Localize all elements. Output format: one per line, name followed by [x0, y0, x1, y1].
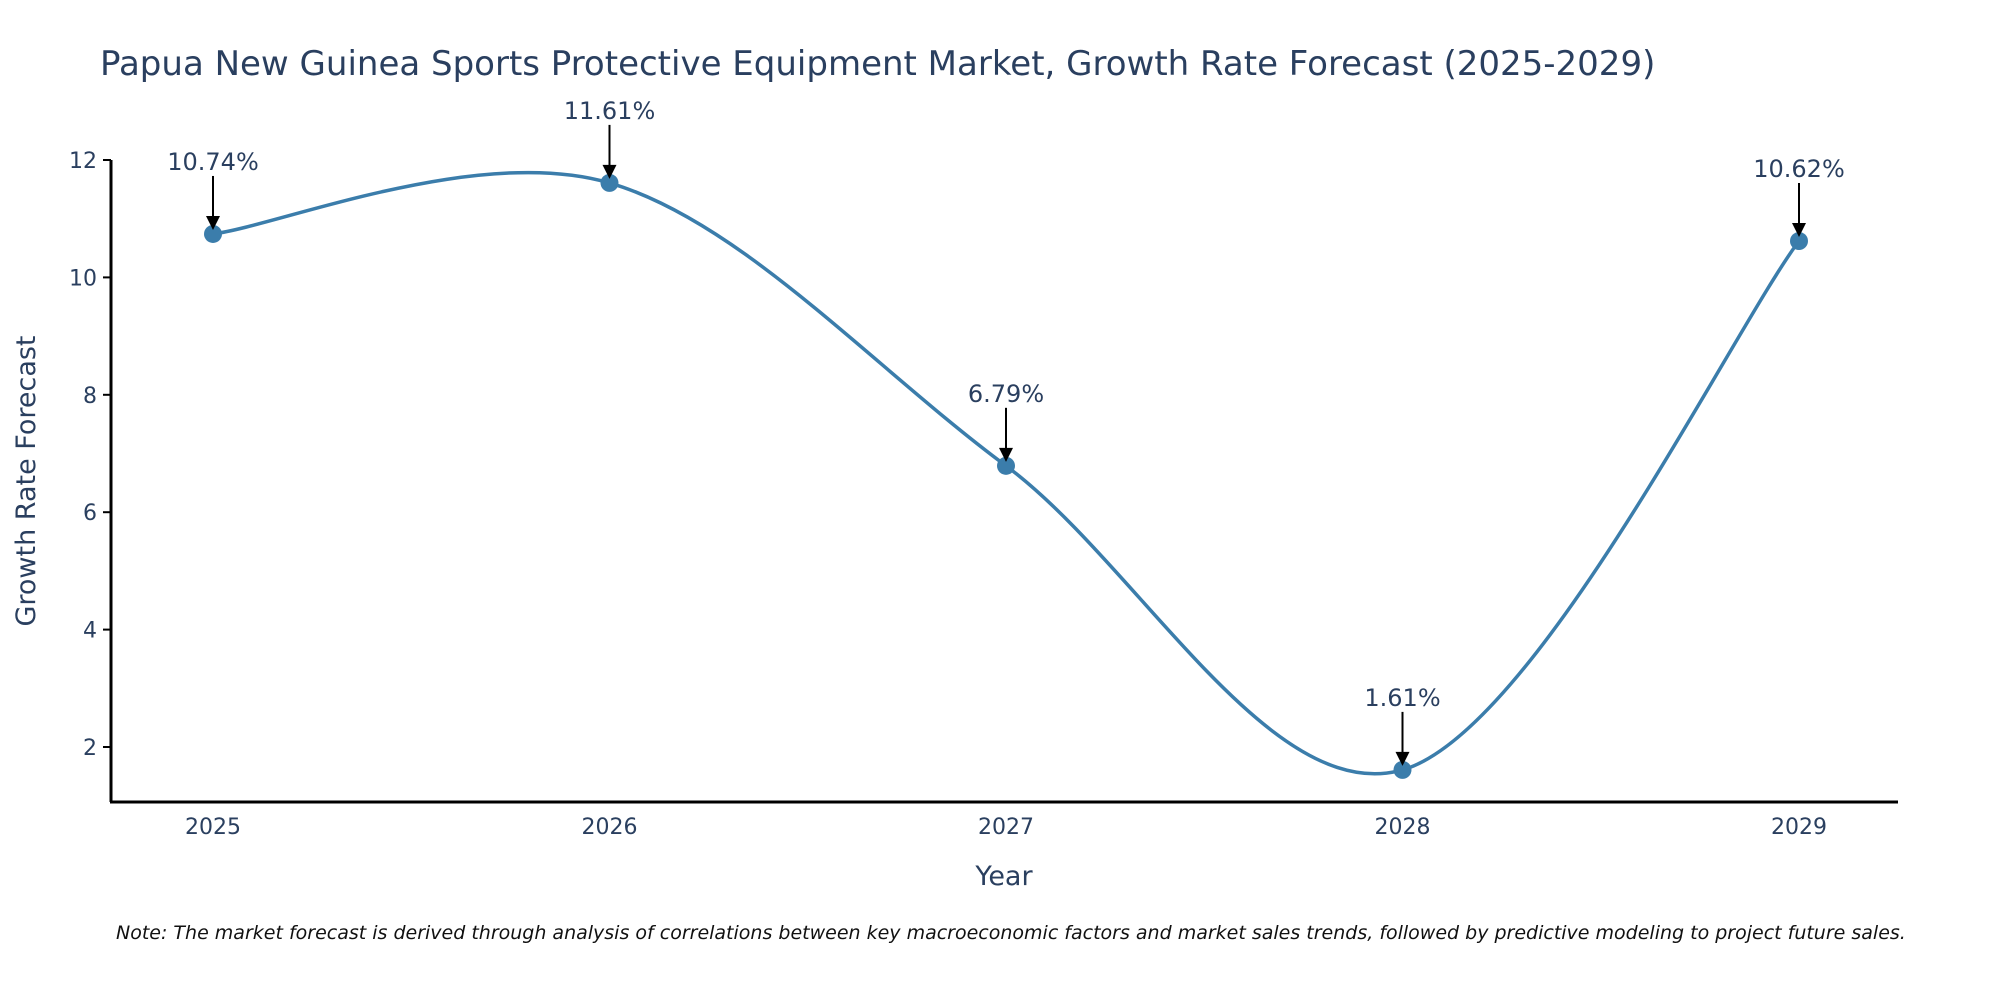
y-tick-label-4: 4	[83, 619, 97, 644]
y-axis-title: Growth Rate Forecast	[11, 335, 42, 626]
y-tick-label-6: 6	[83, 501, 97, 526]
data-label-2029: 10.62%	[1753, 155, 1845, 183]
y-tick-label-12: 12	[69, 149, 97, 174]
data-point-2028	[1393, 760, 1412, 779]
annotation-arrowhead-2029	[1792, 223, 1806, 238]
data-label-2027: 6.79%	[968, 380, 1044, 408]
data-label-2028: 1.61%	[1364, 684, 1440, 712]
x-tick-label-2026: 2026	[582, 815, 638, 840]
x-tick-label-2028: 2028	[1375, 815, 1431, 840]
x-axis-title: Year	[974, 861, 1033, 892]
y-tick-group: 2 4 6 8 10 12	[69, 149, 111, 761]
annotation-arrowhead-2026	[602, 164, 617, 179]
x-tick-label-2027: 2027	[978, 815, 1034, 840]
y-tick-label-2: 2	[83, 736, 97, 761]
y-tick-label-8: 8	[83, 384, 97, 409]
data-point-2025	[204, 224, 222, 243]
y-tick-label-10: 10	[69, 266, 97, 291]
data-point-2029	[1790, 232, 1808, 251]
series-line-growth-rate	[212, 170, 1801, 776]
chart-title: Papua New Guinea Sports Protective Equip…	[100, 44, 1656, 84]
marker-group	[204, 173, 1808, 779]
chart-note: Note: The market forecast is derived thr…	[116, 922, 1906, 944]
annotation-group: 10.74% 11.61% 6.79% 1.61% 10.62%	[167, 97, 1845, 766]
annotation-arrowhead-2027	[999, 447, 1013, 462]
data-label-2026: 11.61%	[564, 97, 656, 125]
x-tick-label-2025: 2025	[185, 815, 241, 840]
x-tick-group: 2025 2026 2027 2028 2029	[185, 815, 1827, 840]
data-point-2027	[997, 456, 1015, 475]
data-point-2026	[600, 173, 619, 192]
x-tick-label-2029: 2029	[1771, 815, 1827, 840]
annotation-arrowhead-2025	[206, 215, 220, 230]
data-label-2025: 10.74%	[167, 148, 259, 176]
annotation-arrowhead-2028	[1395, 751, 1410, 766]
